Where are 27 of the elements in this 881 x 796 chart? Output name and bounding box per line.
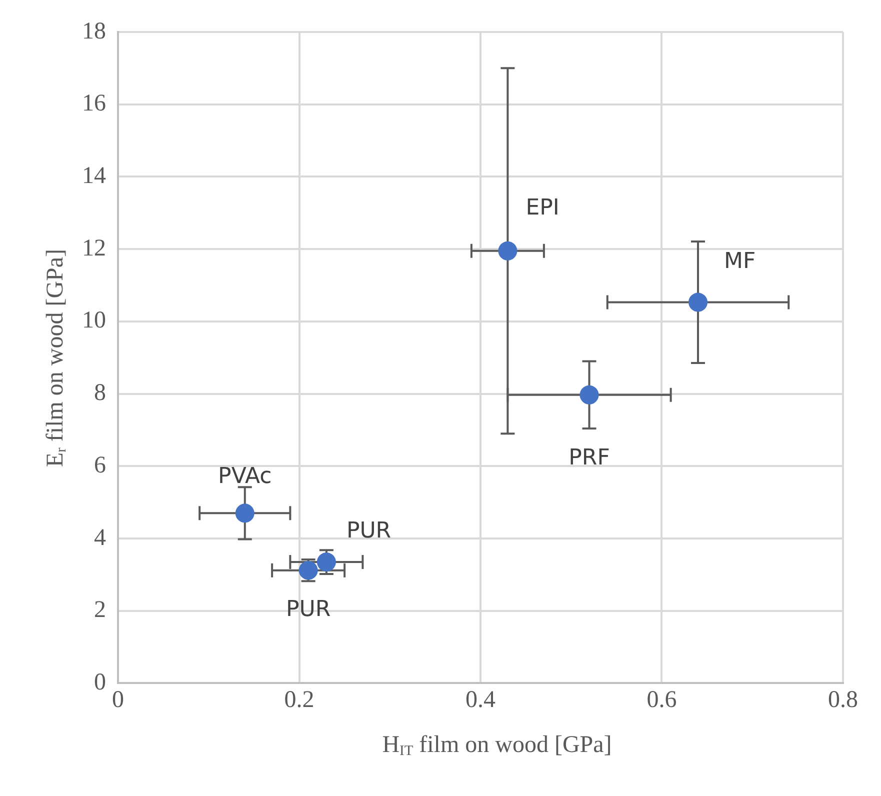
x-tick-label: 0.2 — [284, 686, 314, 713]
point — [235, 504, 254, 523]
point — [316, 552, 336, 572]
x-tick-label: 0.4 — [466, 686, 496, 713]
annotation: EPI — [526, 196, 560, 221]
point — [498, 241, 518, 260]
y-tick-label: 16 — [82, 90, 106, 117]
annotation: MF — [724, 248, 756, 274]
y-tick-label: 14 — [82, 163, 106, 190]
y-tick-label: 4 — [94, 524, 106, 551]
annotation: PUR — [286, 597, 331, 622]
y-tick-label: 12 — [82, 235, 106, 262]
annotation: PRF — [568, 446, 610, 471]
y-tick-label: 0 — [94, 669, 106, 696]
x-tick-label: 0.8 — [828, 686, 858, 713]
y-tick-label: 18 — [82, 18, 106, 44]
y-tick-label: 10 — [82, 308, 106, 334]
point — [688, 292, 708, 312]
point — [580, 385, 599, 404]
x-tick-label: 0.6 — [646, 686, 677, 713]
annotation: PVAc — [218, 464, 272, 489]
y-tick-label: 6 — [94, 452, 106, 478]
annotation: PUR — [346, 518, 392, 544]
y-tick-label: 2 — [94, 597, 106, 624]
y-tick-label: 8 — [94, 380, 106, 406]
x-tick-label: 0 — [112, 686, 124, 713]
x-axis-title: H$_{IT}$ film on wood [GPa] — [381, 732, 613, 759]
